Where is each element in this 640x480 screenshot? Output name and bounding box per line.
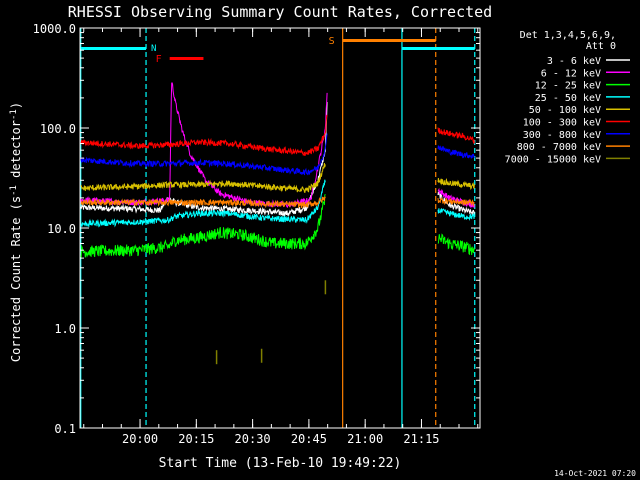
legend-label-2: 12 - 25 keV	[535, 81, 601, 92]
series-100-300-kev-line	[80, 114, 328, 157]
legend-label-4: 50 - 100 keV	[529, 105, 601, 116]
night-bar-0	[80, 47, 147, 50]
y-axis-label-exponent-2: -1	[9, 109, 19, 120]
x-tick-label-4: 21:00	[347, 432, 383, 446]
flare-bar	[169, 57, 204, 60]
x-tick-label-0: 20:00	[122, 432, 158, 446]
footer-timestamp: 14-Oct-2021 07:20	[554, 469, 636, 478]
x-tick-label-3: 20:45	[291, 432, 327, 446]
legend-label-3: 25 - 50 keV	[535, 93, 601, 104]
legend-header-1: Att 0	[586, 41, 616, 52]
y-axis-label-mid: detector	[9, 120, 23, 185]
y-tick-label-4: 1000.0	[33, 22, 76, 36]
series-50-100-kev-line-after-saa	[437, 177, 475, 191]
x-tick-label-1: 20:15	[178, 432, 214, 446]
x-tick-label-5: 21:15	[403, 432, 439, 446]
y-axis: 0.1 1.0 10.0 100.0 1000.0	[33, 22, 480, 436]
y-axis-label-suffix: )	[9, 102, 23, 109]
y-tick-label-0: 0.1	[54, 422, 76, 436]
series-300-800-kev-line	[80, 133, 328, 176]
series-800-7000-kev-line	[80, 196, 326, 209]
x-tick-label-2: 20:30	[235, 432, 271, 446]
saa-bar	[342, 39, 436, 42]
series-25-50-kev-line	[80, 179, 326, 228]
series-300-800-kev-line-after-saa	[437, 145, 475, 159]
series-25-50-kev-line-after-saa	[437, 208, 475, 221]
legend-label-7: 800 - 7000 keV	[517, 142, 601, 153]
chart-title: RHESSI Observing Summary Count Rates, Co…	[68, 3, 492, 21]
legend-label-6: 300 - 800 keV	[523, 130, 601, 141]
y-axis-label-prefix: Corrected Count Rate (s	[9, 196, 23, 362]
legend-header-0: Det 1,3,4,5,6,9,	[520, 30, 616, 41]
night-label: N	[151, 44, 156, 54]
y-tick-label-2: 10.0	[47, 222, 76, 236]
plot-frame	[79, 27, 481, 429]
series-800-7000-kev-line-after-saa	[437, 197, 475, 207]
y-axis-label-exponent: -1	[9, 185, 19, 196]
x-axis: 20:00 20:15 20:30 20:45 21:00 21:15	[83, 28, 479, 446]
saa-label: S	[329, 36, 335, 47]
legend-label-5: 100 - 300 keV	[523, 118, 601, 129]
x-axis-label: Start Time (13-Feb-10 19:49:22)	[159, 456, 402, 471]
series-12-25-kev-line-after-saa	[437, 233, 475, 256]
flare-label: F	[156, 54, 162, 65]
series-100-300-kev-line-after-saa	[437, 127, 475, 145]
y-axis-label: Corrected Count Rate (s-1 detector-1)	[9, 102, 23, 362]
legend-label-8: 7000 - 15000 keV	[505, 154, 601, 165]
legend-label-0: 3 - 6 keV	[547, 56, 601, 67]
series-12-25-kev-line	[80, 193, 326, 258]
series-3-6-kev-line	[80, 101, 328, 217]
night-bar-1	[401, 47, 475, 50]
series-3-6-kev-line-after-saa	[437, 191, 475, 215]
legend-label-1: 6 - 12 keV	[541, 68, 601, 79]
plot-area: N S F	[79, 27, 481, 429]
y-tick-label-3: 100.0	[40, 122, 76, 136]
y-tick-label-1: 1.0	[54, 322, 76, 336]
series-50-100-kev-line	[80, 163, 326, 193]
